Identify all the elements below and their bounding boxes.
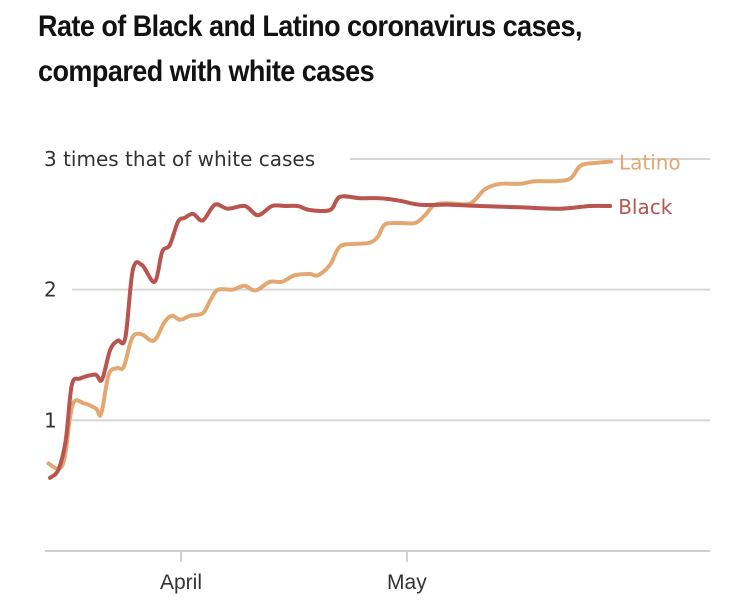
series-line-latino: [46, 159, 613, 471]
y-tick-label: 2: [44, 278, 57, 302]
x-tick-label: May: [387, 571, 427, 594]
series-lines: [46, 159, 613, 480]
series-label-latino: Latino: [619, 151, 681, 175]
chart-title: Rate of Black and Latino coronavirus cas…: [38, 10, 583, 88]
gridlines: [72, 158, 710, 422]
x-tick-label: April: [160, 571, 202, 594]
series-label-black: Black: [618, 195, 673, 219]
series-labels: Latino Black: [618, 151, 680, 219]
y-tick-label: 1: [44, 408, 57, 432]
y-axis-labels: 3 times that of white cases 2 1: [44, 147, 315, 432]
series-line-black: [47, 194, 613, 480]
y-tick-label: 3 times that of white cases: [44, 147, 315, 171]
x-axis: April May: [45, 550, 710, 594]
